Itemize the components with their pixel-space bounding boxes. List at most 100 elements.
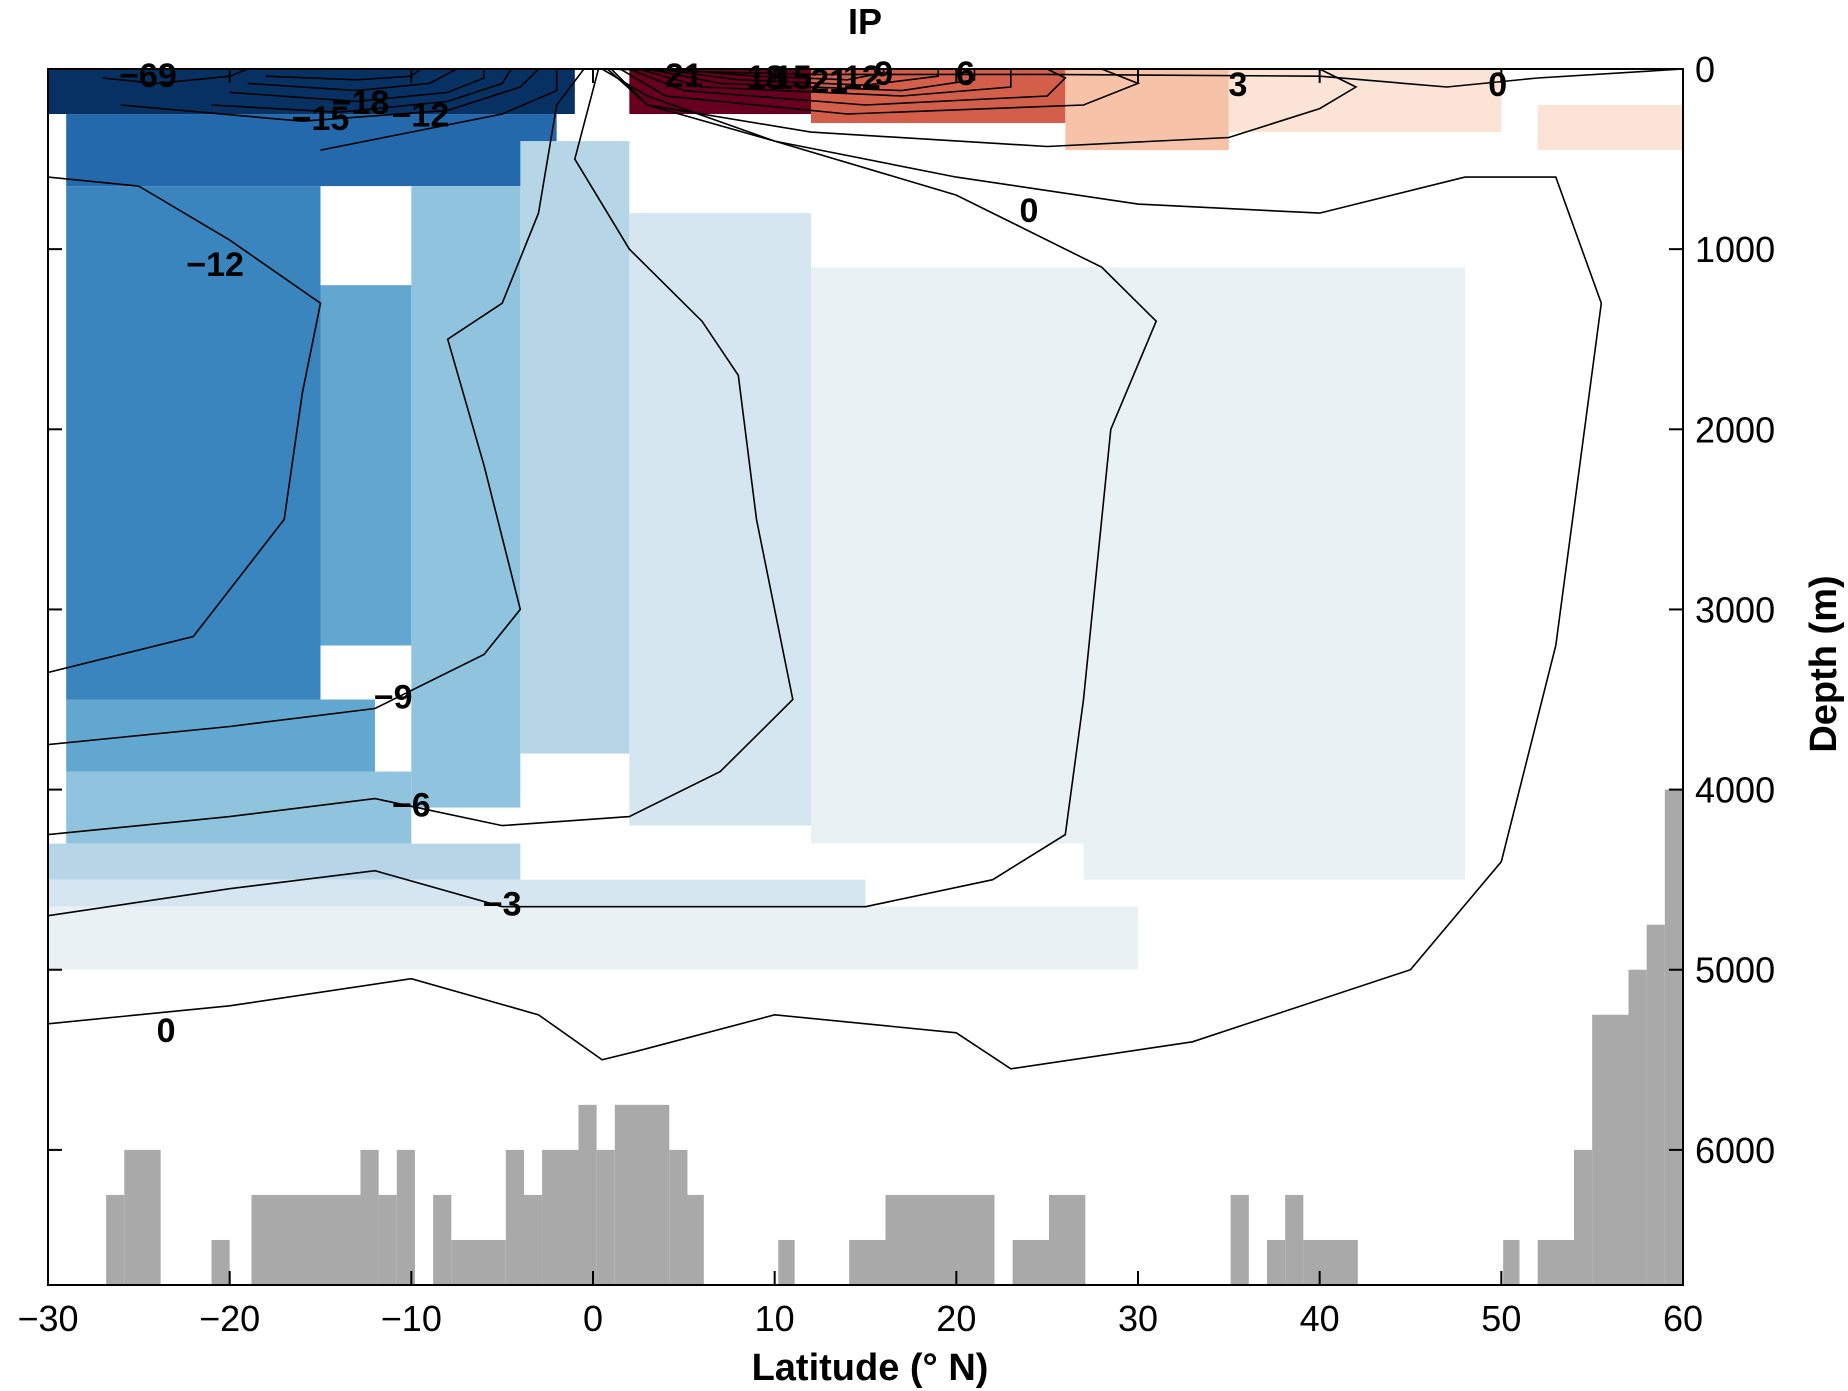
topography-bar bbox=[578, 1104, 597, 1285]
topography-bar bbox=[542, 1149, 579, 1285]
contour-label: 0 bbox=[1020, 192, 1039, 230]
topography-bar bbox=[1646, 924, 1665, 1285]
contour-label: −9 bbox=[374, 679, 413, 717]
topography-bar bbox=[669, 1149, 688, 1285]
topography-bar bbox=[1230, 1194, 1249, 1285]
y-tick-label: 0 bbox=[1695, 49, 1715, 90]
topography-bar bbox=[396, 1149, 415, 1285]
topography-bars bbox=[106, 789, 1683, 1285]
contour-label: 21 bbox=[665, 57, 703, 95]
contour-label: −12 bbox=[392, 97, 450, 135]
topography-bar bbox=[106, 1194, 125, 1285]
x-tick-label: 30 bbox=[1118, 1298, 1158, 1339]
y-tick-label: 4000 bbox=[1695, 770, 1775, 811]
plot-frame bbox=[47, 68, 1684, 1286]
field-cell bbox=[629, 213, 811, 826]
contour-label: −69 bbox=[119, 57, 177, 95]
x-tick-label: 50 bbox=[1481, 1298, 1521, 1339]
contour-line bbox=[211, 69, 512, 114]
field-cell bbox=[320, 285, 412, 646]
contour-line bbox=[120, 69, 540, 123]
contour-line bbox=[229, 69, 485, 103]
x-tick-label: −10 bbox=[381, 1298, 442, 1339]
topography-bar bbox=[1012, 1239, 1049, 1285]
field-cell bbox=[48, 843, 521, 880]
topography-bar bbox=[1574, 1149, 1593, 1285]
topography-bar bbox=[1664, 789, 1683, 1285]
topography-bar bbox=[1285, 1194, 1304, 1285]
x-tick-label: 10 bbox=[755, 1298, 795, 1339]
contour-label: −18 bbox=[332, 84, 390, 122]
field-cell bbox=[66, 114, 557, 187]
contour-label: 0 bbox=[1488, 66, 1507, 104]
contour-line bbox=[629, 69, 1067, 106]
topography-bar bbox=[505, 1149, 524, 1285]
contour-label: 18 bbox=[747, 59, 785, 97]
x-tick-label: −30 bbox=[17, 1298, 78, 1339]
topography-bar bbox=[523, 1194, 543, 1285]
field-cell bbox=[66, 771, 412, 844]
contour-label: −6 bbox=[392, 787, 431, 825]
contour-lines bbox=[48, 69, 1683, 1070]
topography-bar bbox=[687, 1194, 704, 1285]
contour-line bbox=[102, 69, 249, 85]
field-cell bbox=[1083, 267, 1465, 880]
contour-label: 12 bbox=[843, 59, 881, 97]
field-cell bbox=[520, 141, 630, 754]
x-tick-label: 60 bbox=[1663, 1298, 1703, 1339]
contour-label: 3 bbox=[1228, 66, 1247, 104]
topography-bar bbox=[596, 1149, 615, 1285]
topography-bar bbox=[251, 1194, 361, 1285]
topography-bar bbox=[1628, 969, 1647, 1285]
contour-label: −12 bbox=[186, 246, 244, 284]
x-tick-label: 20 bbox=[936, 1298, 976, 1339]
topography-bar bbox=[124, 1149, 161, 1285]
contour-label: 6 bbox=[956, 55, 975, 93]
contour-line bbox=[247, 69, 458, 92]
contour-line bbox=[48, 69, 1158, 917]
topography-bar bbox=[1266, 1239, 1286, 1285]
contour-line bbox=[265, 69, 421, 81]
contour-line bbox=[619, 69, 1141, 115]
y-axis-label: Depth (m) bbox=[1803, 575, 1845, 752]
contour-line bbox=[656, 69, 939, 87]
contour-line bbox=[638, 69, 1012, 97]
contour-line bbox=[320, 69, 558, 151]
heatmap-cells bbox=[48, 69, 1683, 970]
field-cell bbox=[66, 699, 376, 772]
field-cell bbox=[1065, 69, 1229, 151]
field-cell bbox=[1537, 105, 1683, 151]
contour-line bbox=[665, 69, 885, 81]
topography-bar bbox=[360, 1149, 379, 1285]
topography-bar bbox=[211, 1239, 230, 1285]
topography-bar bbox=[1537, 1239, 1574, 1285]
contour-label: 0 bbox=[157, 1012, 176, 1050]
y-tick-label: 6000 bbox=[1695, 1130, 1775, 1171]
field-cell bbox=[48, 906, 1138, 970]
contour-label: −3 bbox=[483, 886, 522, 924]
topography-bar bbox=[1048, 1194, 1086, 1285]
topography-bar bbox=[614, 1104, 670, 1285]
topography-bar bbox=[433, 1194, 452, 1285]
x-axis-label: Latitude (° N) bbox=[752, 1347, 989, 1389]
contour-line bbox=[610, 69, 1358, 148]
contour-label: −15 bbox=[292, 100, 350, 138]
field-cell bbox=[1228, 69, 1502, 133]
topography-bar bbox=[1592, 1014, 1629, 1285]
topography-bar bbox=[378, 1194, 397, 1285]
y-tick-label: 2000 bbox=[1695, 409, 1775, 450]
chart-title: IP bbox=[848, 1, 882, 42]
contour-line bbox=[48, 176, 322, 674]
y-tick-label: 3000 bbox=[1695, 589, 1775, 630]
field-cell bbox=[811, 267, 1084, 844]
topography-bar bbox=[849, 1239, 886, 1285]
y-tick-label: 5000 bbox=[1695, 950, 1775, 991]
contour-line bbox=[48, 69, 585, 746]
contour-line bbox=[647, 69, 976, 92]
axes: −30 −20 −10 0 10 20 30 40 50 60010002000300040005… bbox=[17, 49, 1775, 1339]
field-cell bbox=[66, 186, 321, 700]
field-cell bbox=[411, 186, 521, 808]
topography-bar bbox=[885, 1194, 995, 1285]
